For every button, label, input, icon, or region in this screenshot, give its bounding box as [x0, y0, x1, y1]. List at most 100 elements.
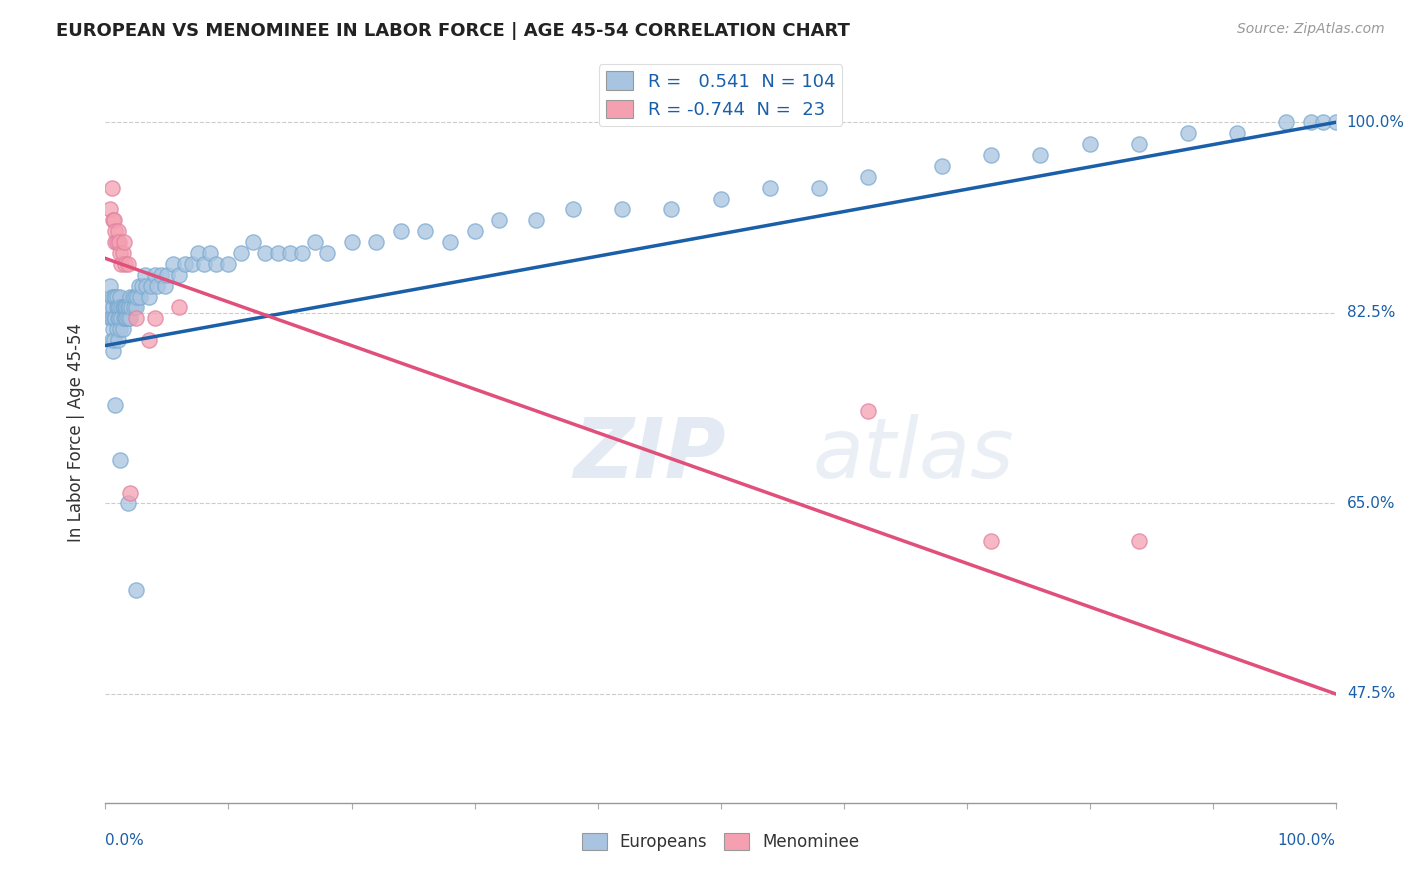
Point — [304, 235, 326, 249]
Point — [98, 311, 122, 326]
Point — [101, 343, 124, 358]
Point — [156, 268, 179, 282]
Point — [108, 311, 131, 326]
Point — [110, 257, 132, 271]
Point — [187, 246, 209, 260]
Point — [108, 235, 131, 249]
Point — [114, 257, 136, 271]
Point — [180, 257, 202, 271]
Point — [138, 289, 160, 303]
Point — [661, 202, 683, 217]
Point — [111, 301, 134, 315]
Point — [131, 278, 153, 293]
Point — [488, 213, 510, 227]
Point — [117, 311, 139, 326]
Text: 100.0%: 100.0% — [1278, 833, 1336, 848]
Point — [112, 235, 135, 249]
Point — [610, 202, 633, 217]
Text: atlas: atlas — [813, 414, 1015, 495]
Point — [267, 246, 290, 260]
Point — [100, 180, 122, 194]
Text: 65.0%: 65.0% — [1347, 496, 1395, 511]
Point — [107, 301, 129, 315]
Point — [110, 289, 132, 303]
Point — [117, 257, 139, 271]
Text: 47.5%: 47.5% — [1347, 687, 1395, 701]
Point — [105, 301, 128, 315]
Point — [105, 289, 128, 303]
Point — [128, 278, 150, 293]
Point — [107, 311, 129, 326]
Point — [524, 213, 547, 227]
Point — [111, 322, 134, 336]
Point — [110, 311, 132, 326]
Point — [340, 235, 363, 249]
Point — [114, 311, 136, 326]
Point — [98, 278, 122, 293]
Point — [149, 268, 172, 282]
Point — [103, 213, 125, 227]
Point — [413, 224, 436, 238]
Point — [105, 322, 128, 336]
Point — [104, 311, 127, 326]
Point — [291, 246, 314, 260]
Point — [124, 289, 146, 303]
Point — [105, 235, 128, 249]
Point — [101, 322, 124, 336]
Point — [858, 169, 880, 184]
Point — [98, 301, 121, 315]
Point — [1226, 126, 1249, 140]
Point — [562, 202, 585, 217]
Point — [1078, 137, 1101, 152]
Point — [110, 246, 132, 260]
Point — [117, 496, 139, 510]
Point — [198, 246, 221, 260]
Point — [153, 278, 176, 293]
Point — [980, 148, 1002, 162]
Point — [98, 202, 122, 217]
Point — [110, 453, 132, 467]
Point — [146, 278, 169, 293]
Point — [1275, 115, 1298, 129]
Point — [110, 301, 132, 315]
Point — [254, 246, 277, 260]
Point — [1029, 148, 1052, 162]
Legend: Europeans, Menominee: Europeans, Menominee — [575, 826, 866, 857]
Point — [229, 246, 252, 260]
Point — [366, 235, 388, 249]
Point — [389, 224, 412, 238]
Point — [103, 333, 125, 347]
Point — [120, 311, 141, 326]
Point — [107, 224, 129, 238]
Point — [1312, 115, 1334, 129]
Point — [242, 235, 264, 249]
Point — [125, 583, 148, 598]
Y-axis label: In Labor Force | Age 45-54: In Labor Force | Age 45-54 — [66, 323, 84, 542]
Point — [115, 311, 138, 326]
Point — [162, 257, 184, 271]
Point — [111, 246, 134, 260]
Point — [858, 404, 880, 418]
Point — [134, 268, 156, 282]
Point — [143, 311, 166, 326]
Point — [980, 534, 1002, 549]
Point — [114, 301, 136, 315]
Point — [121, 289, 143, 303]
Point — [100, 289, 122, 303]
Text: EUROPEAN VS MENOMINEE IN LABOR FORCE | AGE 45-54 CORRELATION CHART: EUROPEAN VS MENOMINEE IN LABOR FORCE | A… — [56, 22, 851, 40]
Point — [112, 301, 135, 315]
Point — [135, 278, 157, 293]
Text: 82.5%: 82.5% — [1347, 305, 1395, 320]
Point — [125, 301, 148, 315]
Point — [139, 278, 162, 293]
Point — [129, 289, 152, 303]
Point — [931, 159, 953, 173]
Point — [104, 235, 127, 249]
Point — [104, 224, 127, 238]
Text: Source: ZipAtlas.com: Source: ZipAtlas.com — [1237, 22, 1385, 37]
Point — [112, 311, 135, 326]
Point — [218, 257, 240, 271]
Point — [193, 257, 215, 271]
Point — [104, 398, 127, 412]
Text: 100.0%: 100.0% — [1347, 115, 1405, 130]
